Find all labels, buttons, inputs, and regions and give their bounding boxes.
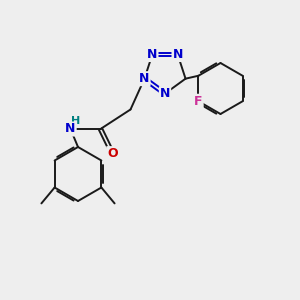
Text: N: N [160, 87, 170, 100]
Text: N: N [172, 48, 183, 61]
Text: H: H [71, 116, 80, 126]
Text: O: O [107, 147, 118, 160]
Text: N: N [139, 72, 150, 85]
Text: N: N [65, 122, 76, 136]
Text: F: F [194, 95, 203, 108]
Text: N: N [147, 48, 158, 61]
